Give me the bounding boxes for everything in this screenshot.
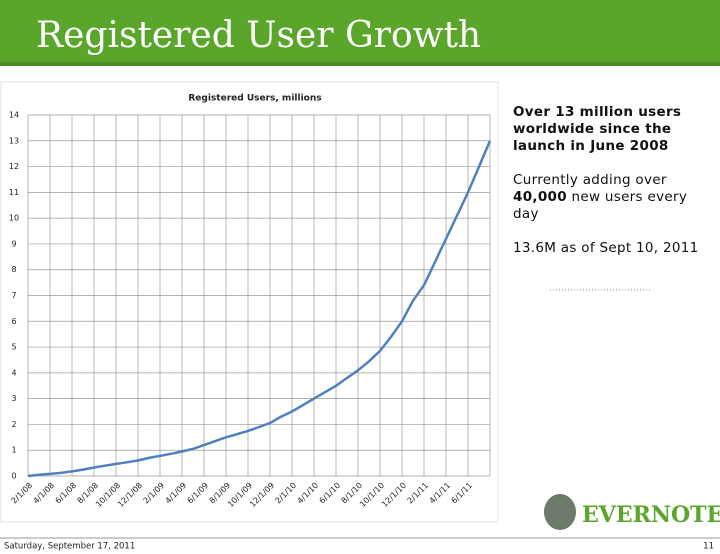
y-tick-label: 14 xyxy=(9,111,19,120)
y-tick-label: 4 xyxy=(11,368,16,377)
chart-title: Registered Users, millions xyxy=(188,94,321,104)
x-tick-label: 4/1/11 xyxy=(428,481,453,506)
text-panel: Over 13 million users worldwide since th… xyxy=(513,104,713,274)
y-tick-label: 1 xyxy=(11,446,16,455)
y-tick-label: 3 xyxy=(11,394,16,403)
logo: EVERNOTE xyxy=(544,494,720,530)
x-tick-label: 2/1/09 xyxy=(142,481,167,506)
text-part: 40,000 xyxy=(513,189,567,205)
y-tick-label: 6 xyxy=(11,317,16,326)
status-text: 13.6M as of Sept 10, 2011 xyxy=(513,240,699,256)
x-tick-label: 6/1/08 xyxy=(54,481,79,506)
y-tick-label: 11 xyxy=(9,188,19,197)
y-tick-label: 13 xyxy=(9,136,19,145)
x-tick-label: 6/1/10 xyxy=(318,481,343,506)
y-tick-label: 10 xyxy=(9,214,19,223)
data-line xyxy=(27,140,492,478)
x-tick-label: 12/1/10 xyxy=(380,481,408,509)
header-band xyxy=(0,0,720,66)
x-tick-label: 2/1/10 xyxy=(274,481,299,506)
chart-frame xyxy=(0,81,499,523)
text-part: Currently adding over xyxy=(513,172,667,188)
y-tick-label: 12 xyxy=(9,162,19,171)
x-tick-label: 12/1/08 xyxy=(116,481,144,509)
y-tick-label: 2 xyxy=(11,420,16,429)
highlight-text: Over 13 million users worldwide since th… xyxy=(513,104,682,154)
x-tick-label: 12/1/09 xyxy=(248,481,276,509)
page-number: 11 xyxy=(703,542,714,552)
footer-date: Saturday, September 17, 2011 xyxy=(4,542,135,552)
slide-title: Registered User Growth xyxy=(36,15,481,56)
y-tick-label: 9 xyxy=(11,239,16,248)
logo-text: EVERNOTE xyxy=(582,502,720,528)
y-tick-label: 8 xyxy=(11,265,16,274)
header-rule xyxy=(0,62,720,66)
text-part: new users every day xyxy=(513,189,688,222)
x-tick-label: 2/1/11 xyxy=(406,481,431,506)
x-tick-label: 4/1/10 xyxy=(296,481,321,506)
x-tick-label: 4/1/09 xyxy=(164,481,189,506)
x-tick-label: 4/1/08 xyxy=(32,481,57,506)
x-tick-label: 6/1/09 xyxy=(186,481,211,506)
y-tick-label: 0 xyxy=(11,472,16,481)
logo-icon xyxy=(544,494,576,530)
x-tick-label: 6/1/11 xyxy=(450,481,475,506)
y-tick-label: 5 xyxy=(11,343,16,352)
rate-text: Currently adding over 40,000 new users e… xyxy=(513,172,713,223)
y-tick-label: 7 xyxy=(11,291,16,300)
x-tick-label: 2/1/08 xyxy=(10,481,35,506)
